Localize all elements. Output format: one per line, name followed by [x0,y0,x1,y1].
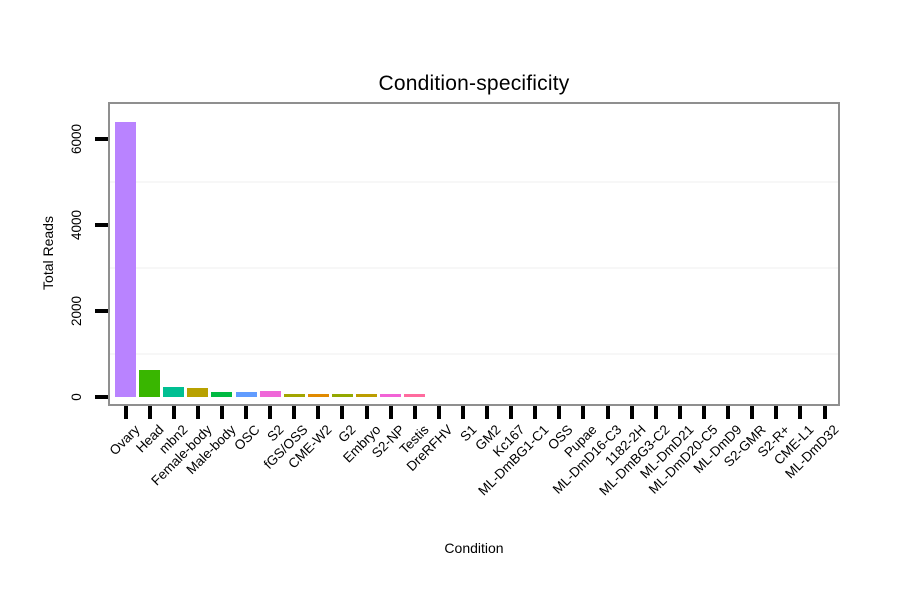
bar-male-body [211,391,233,397]
bar-head [139,369,161,397]
bar-s2-np [380,394,402,397]
x-tick [147,406,152,419]
y-tick [95,309,108,313]
x-tick [581,406,586,419]
x-tick [557,406,562,419]
x-tick [605,406,610,419]
x-tick [485,406,490,419]
x-tick [460,406,465,419]
x-tick [533,406,538,419]
x-tick [123,406,128,419]
bar-cme-w2 [307,393,329,397]
x-tick [364,406,369,419]
bar-mbn2 [163,386,185,397]
bar-ovary [115,122,136,397]
x-tick [219,406,224,419]
bar-osc [235,391,257,397]
x-tick [436,406,441,419]
x-tick [195,406,200,419]
y-tick [95,223,108,227]
y-tick-label: 0 [69,393,84,401]
minor-gridline [110,267,838,269]
x-axis-title: Condition [444,540,504,556]
plot-panel [108,102,840,406]
y-tick-label: 4000 [69,209,84,241]
x-tick [268,406,273,419]
x-tick [388,406,393,419]
y-tick [95,137,108,141]
x-tick [774,406,779,419]
x-tick [629,406,634,419]
y-tick-label: 2000 [69,295,84,327]
x-tick [316,406,321,419]
x-tick [292,406,297,419]
bar-testis [404,394,426,397]
minor-gridline [110,181,838,183]
x-tick [726,406,731,419]
x-tick [171,406,176,419]
minor-gridline [110,353,838,355]
bar-s2 [259,391,281,397]
x-tick [750,406,755,419]
x-tick [677,406,682,419]
x-tick [822,406,827,419]
y-tick [95,395,108,399]
bar-embryo [356,393,378,397]
x-tick [509,406,514,419]
x-tick [701,406,706,419]
bar-female-body [187,387,209,397]
x-tick [798,406,803,419]
y-tick-label: 6000 [69,123,84,155]
bar-g2 [331,393,353,397]
x-tick [653,406,658,419]
x-tick [340,406,345,419]
x-tick [412,406,417,419]
bar-fgs-oss [283,393,305,397]
chart-title: Condition-specificity [378,72,570,95]
x-tick [244,406,249,419]
